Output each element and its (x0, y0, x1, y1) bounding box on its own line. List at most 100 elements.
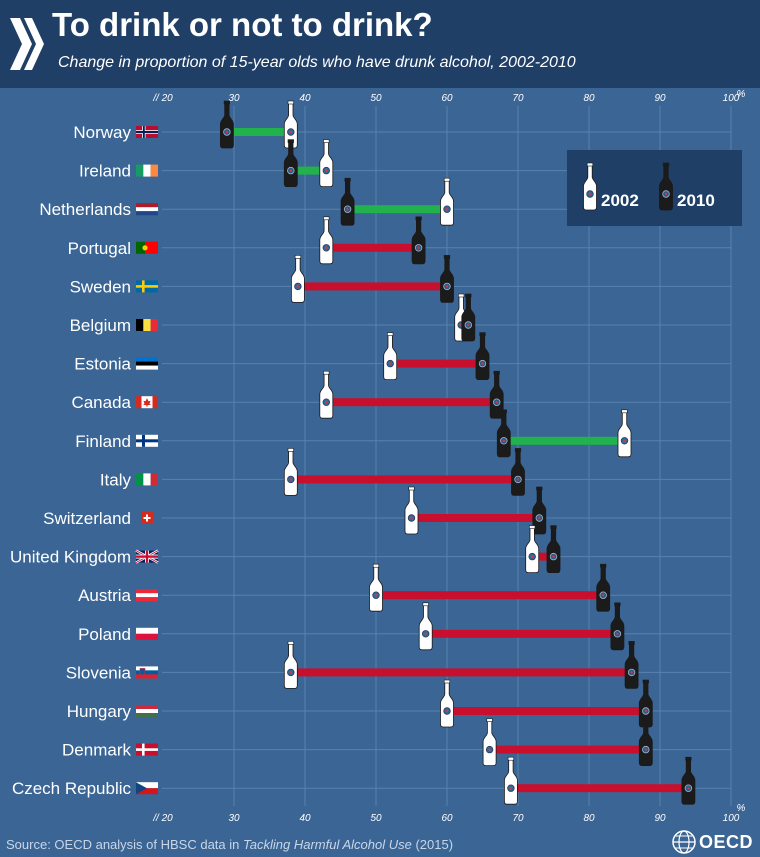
change-bar (411, 514, 540, 522)
country-label: Canada (71, 393, 131, 412)
bottle-2010-marker (475, 332, 490, 381)
country-row: Hungary (67, 679, 731, 728)
bottle-2010-marker (411, 216, 426, 265)
bottle-2002-marker (418, 602, 433, 651)
x-tick-label: 100 (723, 813, 740, 824)
source-prefix: Source: OECD analysis of HBSC data in (6, 837, 243, 852)
bottle-2010-marker (624, 641, 639, 689)
country-row: Switzerland (43, 486, 731, 535)
bottle-2002-marker (283, 448, 298, 496)
x-tick-label: 30 (228, 813, 240, 824)
country-label: Switzerland (43, 509, 131, 528)
flag-icon (136, 126, 158, 138)
country-label: Slovenia (66, 663, 132, 682)
bottle-2002-marker (440, 679, 454, 728)
header-bar (0, 0, 760, 88)
country-row: Canada (71, 370, 731, 419)
bottle-2010-marker (440, 255, 454, 303)
country-label: Denmark (62, 741, 131, 760)
source-note: Source: OECD analysis of HBSC data in Ta… (6, 837, 453, 852)
country-label: Sweden (70, 277, 131, 296)
bottle-2002-marker (283, 641, 298, 689)
bottle-2010-marker (496, 409, 511, 458)
x-tick-label: 70 (512, 93, 524, 104)
page-subtitle: Change in proportion of 15-year olds who… (58, 54, 576, 71)
bottle-2002-marker (440, 177, 454, 226)
x-unit-label: % (737, 89, 746, 100)
bottle-2002-marker (319, 139, 334, 187)
x-tick-label: 90 (654, 93, 666, 104)
change-bar (447, 707, 646, 715)
flag-icon (136, 319, 158, 331)
change-bar (326, 243, 419, 252)
country-label: Belgium (70, 316, 131, 335)
bottle-2010-marker (638, 718, 653, 766)
bottle-2010-marker (681, 756, 696, 805)
country-label: Hungary (67, 702, 132, 721)
flag-icon (136, 782, 158, 795)
oecd-globe-icon (672, 830, 696, 854)
bottle-2010-marker (219, 100, 234, 149)
bottle-2010-marker (659, 162, 673, 211)
country-row: Czech Republic (12, 756, 731, 805)
flag-icon (135, 549, 159, 564)
country-row: Austria (78, 563, 731, 612)
country-label: Ireland (79, 162, 131, 181)
flag-icon (136, 589, 158, 602)
country-row: Poland (78, 602, 731, 651)
bottle-2002-marker (617, 409, 632, 458)
x-tick-label: 60 (441, 93, 453, 104)
data-rows: Norway Ireland Netherlands Portugal Sweden Be… (10, 100, 731, 805)
change-bar (290, 475, 518, 484)
bottle-2002-marker (525, 525, 540, 574)
x-axis-top: // 20 30 40 50 60 70 80 90 100% (152, 89, 745, 104)
bottle-2010-marker (461, 293, 476, 342)
change-bar (510, 784, 689, 793)
x-axis-bottom: // 20 30 40 50 60 70 80 90 100% (152, 803, 745, 824)
x-tick-label: 90 (654, 813, 666, 824)
flag-icon (136, 241, 158, 254)
bottle-2002-marker (290, 255, 305, 303)
country-label: Czech Republic (12, 779, 132, 798)
legend-label-2010: 2010 (677, 191, 715, 210)
x-tick-label: 50 (370, 813, 382, 824)
bottle-2002-marker (383, 332, 398, 381)
bottle-2002-marker (482, 718, 497, 766)
chevrons-icon (10, 18, 44, 70)
bottle-2002-marker (369, 563, 383, 612)
change-bar (489, 745, 646, 754)
country-label: Estonia (74, 355, 131, 374)
country-label: Italy (100, 470, 132, 489)
x-tick-label: 100 (723, 93, 740, 104)
bottle-2010-marker (283, 139, 298, 187)
flag-icon (136, 627, 158, 640)
bottle-2002-marker (404, 486, 419, 535)
oecd-logo: OECD (672, 830, 753, 854)
x-tick-label: 40 (299, 813, 311, 824)
bottle-2010-marker (546, 525, 561, 574)
x-unit-label: % (737, 803, 746, 814)
change-bar (390, 359, 483, 368)
change-bar (425, 629, 618, 638)
oecd-logo-text: OECD (699, 831, 754, 852)
flag-icon (136, 396, 158, 409)
country-label: Portugal (68, 239, 131, 258)
bottle-2010-marker (340, 177, 355, 226)
country-row: Estonia (74, 332, 731, 381)
change-bar (503, 436, 625, 445)
x-tick-label: 60 (441, 813, 453, 824)
bottle-2002-marker (319, 370, 334, 419)
country-label: Norway (73, 123, 131, 142)
legend-label-2002: 2002 (601, 191, 639, 210)
change-bar (326, 398, 497, 407)
flag-icon (136, 705, 158, 717)
flag-icon (136, 357, 158, 370)
country-label: United Kingdom (10, 548, 131, 567)
flag-icon (136, 666, 158, 679)
change-bar (226, 128, 291, 136)
flag-icon (136, 280, 158, 293)
x-tick-label: // 20 (152, 813, 173, 824)
bottle-2010-marker (489, 370, 504, 419)
country-row: Belgium (70, 293, 731, 342)
x-tick-label: 70 (512, 813, 524, 824)
